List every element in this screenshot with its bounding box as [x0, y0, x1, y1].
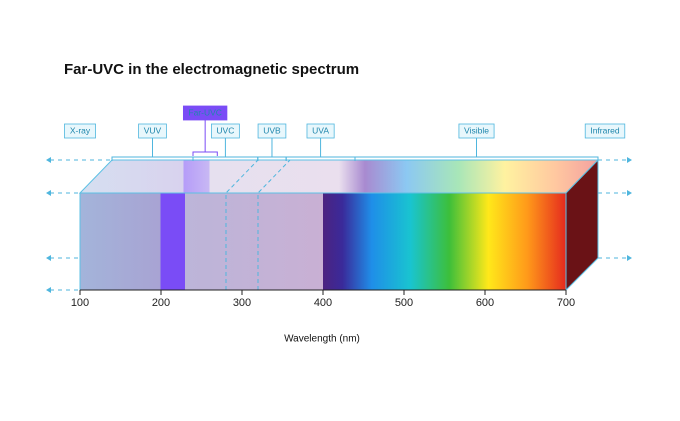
label-box	[182, 105, 228, 121]
box-front	[79, 192, 567, 291]
label-box	[138, 123, 167, 139]
band-label: X-ray	[70, 125, 91, 135]
band-dividers	[225, 159, 291, 290]
band-bracket	[192, 120, 218, 156]
guide-lines	[50, 159, 628, 291]
label-box	[64, 123, 96, 139]
label-box	[306, 123, 335, 139]
box-side	[565, 158, 599, 292]
title: Far-UVC in the electromagnetic spectrum	[64, 61, 359, 78]
box-top	[78, 159, 600, 194]
axis-label: Wavelength (nm)	[284, 334, 360, 345]
band-label: VUV	[144, 125, 162, 135]
tick-label: 600	[476, 297, 494, 309]
tick-label: 300	[233, 297, 251, 309]
tick-label: 500	[395, 297, 413, 309]
band-label: Visible	[464, 125, 489, 135]
tick-label: 200	[152, 297, 170, 309]
band-bracket	[257, 138, 287, 161]
band-label: UVC	[216, 125, 234, 135]
band-label: Infrared	[590, 125, 620, 135]
band-label: UVB	[263, 125, 281, 135]
band-bracket	[111, 138, 194, 161]
label-box	[211, 123, 240, 139]
label-box	[458, 123, 495, 139]
tick-label: 700	[557, 297, 575, 309]
arrow-heads	[46, 157, 632, 293]
label-box	[584, 123, 626, 139]
band-label: Far-UVC	[188, 107, 222, 117]
band-label: UVA	[312, 125, 329, 135]
band-bracket	[285, 138, 356, 161]
band-bracket	[354, 138, 599, 161]
tick-label: 400	[314, 297, 332, 309]
tick-label: 100	[71, 297, 89, 309]
band-bracket	[192, 138, 259, 161]
label-box	[257, 123, 287, 139]
